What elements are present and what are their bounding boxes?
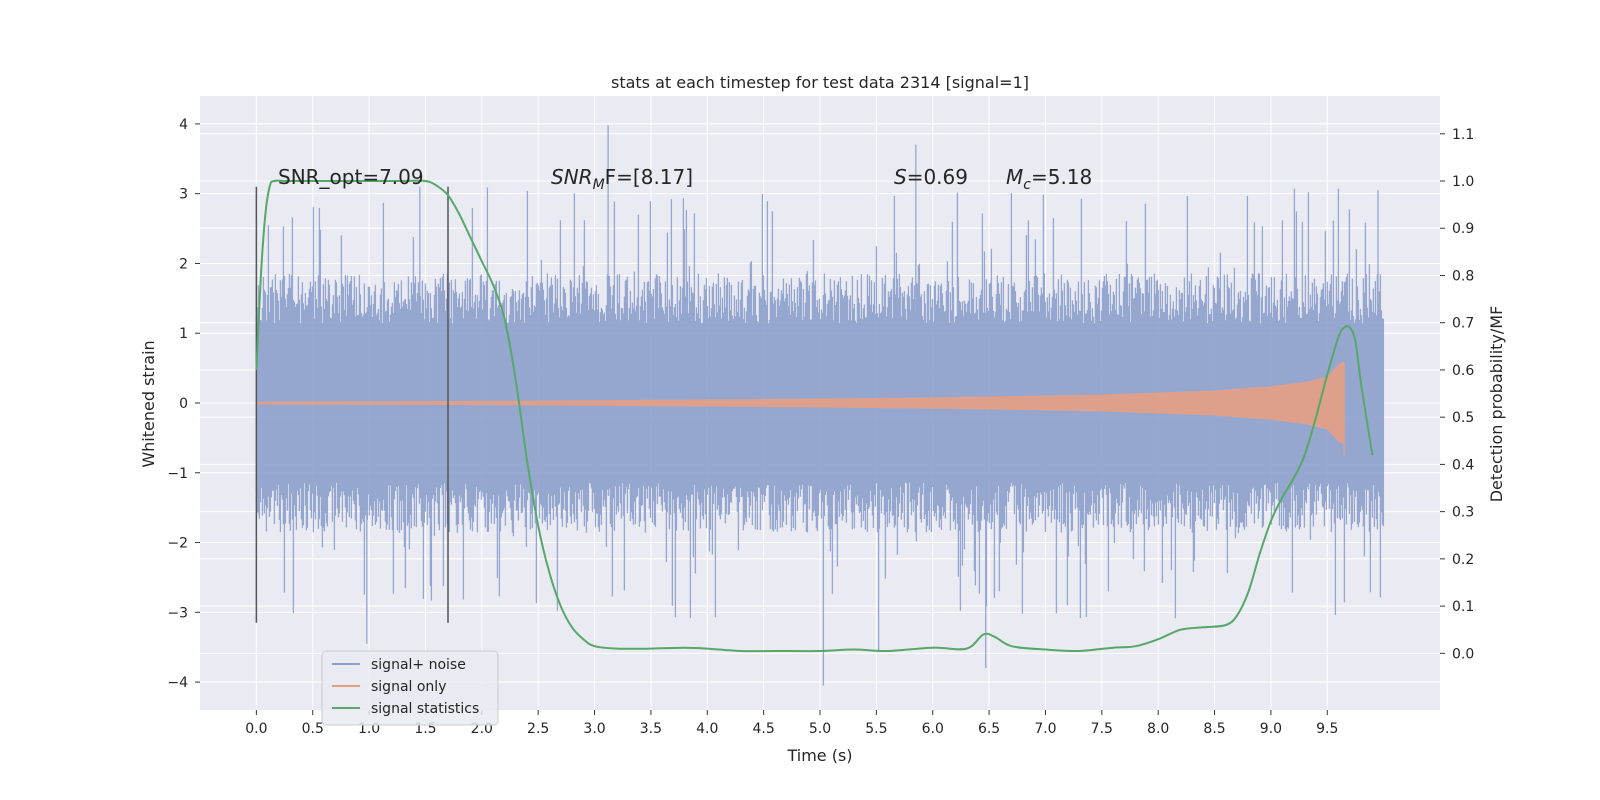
snr-mf-value: F=[8.17] xyxy=(605,165,693,189)
x-tick-label: 8.5 xyxy=(1203,721,1225,737)
snr-opt-annotation: SNR_opt=7.09 xyxy=(278,165,424,189)
s-symbol: S xyxy=(894,165,907,189)
x-tick-label: 9.0 xyxy=(1260,721,1282,737)
y2-tick-label: 0.4 xyxy=(1452,457,1474,473)
x-tick-label: 7.5 xyxy=(1091,721,1113,737)
mc-annotation: Mc=5.18 xyxy=(1006,165,1092,193)
y-tick-label: 2 xyxy=(179,256,188,272)
legend-label-signal: signal only xyxy=(371,679,446,695)
legend-label-stats: signal statistics xyxy=(371,701,479,717)
y2-tick-label: 0.8 xyxy=(1452,268,1474,284)
y2-tick-label: 0.6 xyxy=(1452,363,1474,379)
snr-mf-annotation: SNRMF=[8.17] xyxy=(551,165,693,193)
y2-tick-label: 0.7 xyxy=(1452,316,1474,332)
x-tick-label: 6.0 xyxy=(922,721,944,737)
y2-tick-label: 0.1 xyxy=(1452,599,1474,615)
y-tick-label: −4 xyxy=(167,675,188,691)
legend-label-noise: signal+ noise xyxy=(371,657,466,673)
y-tick-label: −1 xyxy=(167,466,188,482)
y2-axis-label: Detection probability/MF xyxy=(1487,306,1506,503)
x-tick-label: 0.5 xyxy=(302,721,324,737)
y2-tick-label: 0.5 xyxy=(1452,410,1474,426)
mc-value: =5.18 xyxy=(1031,165,1092,189)
vertical-markers xyxy=(255,186,449,623)
s-value: =0.69 xyxy=(907,165,968,189)
y-tick-label: 3 xyxy=(179,187,188,203)
x-tick-label: 3.5 xyxy=(640,721,662,737)
y2-tick-label: 0.3 xyxy=(1452,505,1474,521)
signal-statistics-series xyxy=(255,179,1374,653)
y-tick-label: 0 xyxy=(179,396,188,412)
x-axis-label: Time (s) xyxy=(786,746,852,765)
y-axis-ticks: 4 3 2 1 0 −1 −2 −3 −4 xyxy=(167,117,200,691)
x-tick-label: 3.0 xyxy=(583,721,605,737)
x-tick-label: 9.5 xyxy=(1316,721,1338,737)
y-axis-label: Whitened strain xyxy=(139,340,158,467)
y2-tick-label: 1.0 xyxy=(1452,174,1474,190)
chart-title: stats at each timestep for test data 231… xyxy=(611,73,1029,92)
snr-mf-subscript: M xyxy=(593,177,605,193)
y2-tick-label: 0.0 xyxy=(1452,646,1474,662)
y2-axis-ticks: 1.1 1.0 0.9 0.8 0.7 0.6 0.5 0.4 0.3 0.2 0.1 0.0 xyxy=(1440,127,1474,662)
y-tick-label: −2 xyxy=(167,536,188,552)
mc-symbol: M xyxy=(1006,165,1023,189)
y2-tick-label: 1.1 xyxy=(1452,127,1474,143)
x-tick-label: 7.0 xyxy=(1034,721,1056,737)
x-tick-label: 5.0 xyxy=(809,721,831,737)
y-tick-label: 1 xyxy=(179,326,188,342)
y2-tick-label: 0.2 xyxy=(1452,552,1474,568)
x-tick-label: 4.5 xyxy=(753,721,775,737)
x-tick-label: 5.5 xyxy=(865,721,887,737)
snr-mf-symbol: SNR xyxy=(551,165,593,189)
x-tick-label: 8.0 xyxy=(1147,721,1169,737)
legend-box xyxy=(321,650,499,726)
x-tick-label: 2.5 xyxy=(527,721,549,737)
x-tick-label: 0.0 xyxy=(245,721,267,737)
signal-statistics-line xyxy=(255,179,1374,653)
y-tick-label: 4 xyxy=(179,117,188,133)
y2-tick-label: 0.9 xyxy=(1452,221,1474,237)
s-annotation: S=0.69 xyxy=(894,165,968,189)
mc-subscript: c xyxy=(1023,177,1031,193)
y-tick-label: −3 xyxy=(167,605,188,621)
x-tick-label: 6.5 xyxy=(978,721,1000,737)
x-tick-label: 4.0 xyxy=(696,721,718,737)
legend: signal+ noise signal only signal statist… xyxy=(321,650,499,726)
